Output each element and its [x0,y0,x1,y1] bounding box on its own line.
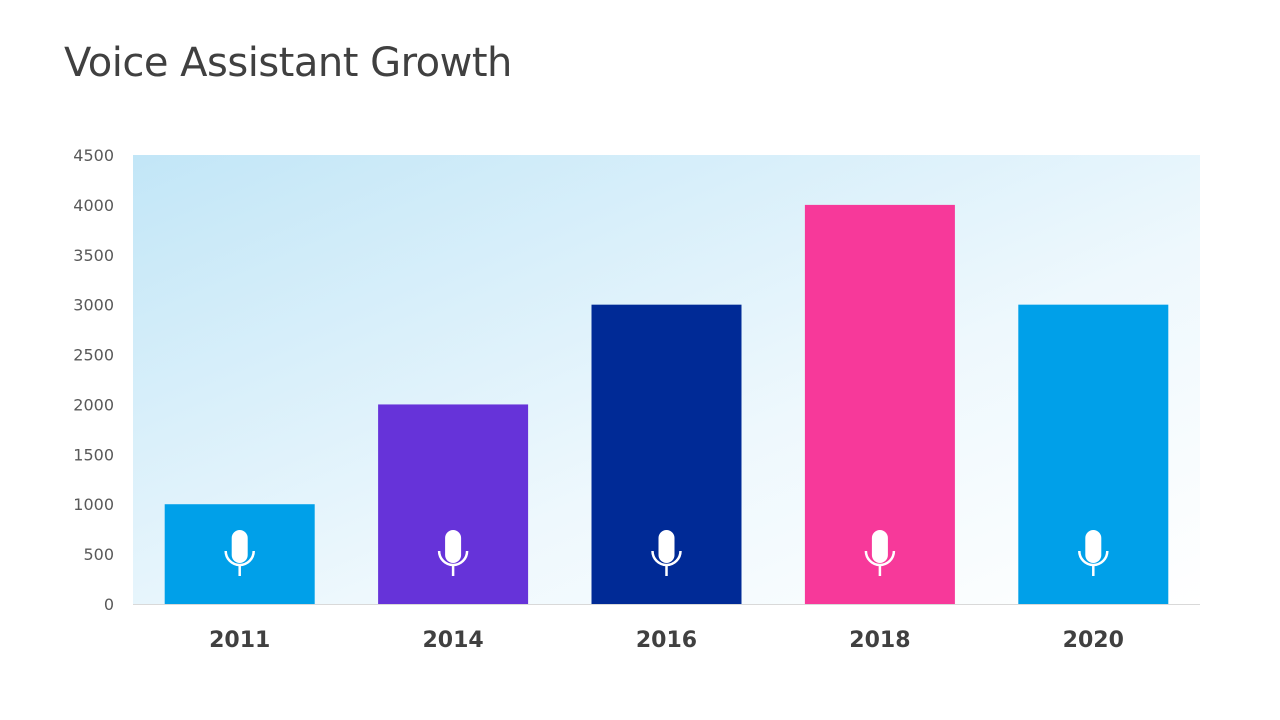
y-tick-label: 0 [104,595,114,614]
y-tick-label: 2500 [73,346,114,365]
y-tick-label: 2000 [73,395,114,414]
x-tick-label: 2018 [849,628,910,653]
y-tick-label: 4500 [73,146,114,165]
y-tick-label: 3500 [73,246,114,265]
y-tick-label: 1000 [73,495,114,514]
y-tick-label: 4000 [73,196,114,215]
y-tick-label: 500 [83,545,114,564]
x-tick-label: 2016 [636,628,697,653]
x-tick-label: 2014 [422,628,483,653]
x-tick-label: 2020 [1063,628,1124,653]
chart-title: Voice Assistant Growth [64,40,512,86]
y-tick-label: 3000 [73,296,114,315]
microphone-icon [437,530,469,576]
x-tick-label: 2011 [209,628,270,653]
microphone-icon [1078,530,1109,576]
y-tick-label: 1500 [73,445,114,464]
microphone-icon [224,530,255,576]
microphone-icon [651,530,682,576]
microphone-icon [864,530,896,576]
